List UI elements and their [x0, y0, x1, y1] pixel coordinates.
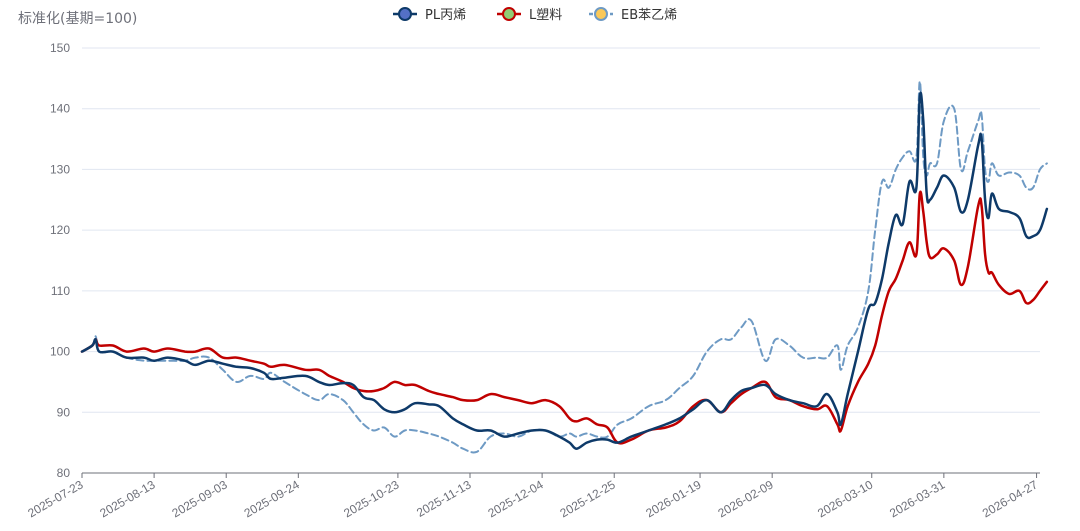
y-tick-label: 90 — [57, 405, 71, 419]
y-axis-ticks: 80 90 100 110 120 130 140 150 — [50, 41, 70, 480]
legend-label: PL丙烯 — [425, 8, 466, 23]
x-tick-label: 2025-07-23 — [25, 477, 85, 520]
y-tick-label: 140 — [50, 102, 70, 116]
x-tick-label: 2026-02-09 — [716, 477, 776, 520]
x-tick-label: 2025-09-24 — [242, 477, 302, 520]
legend-marker — [398, 7, 412, 21]
x-tick-label: 2026-03-31 — [887, 477, 947, 520]
x-tick-label: 2025-08-13 — [97, 477, 157, 520]
x-tick-label: 2026-04-27 — [980, 477, 1040, 520]
series-line-3 — [81, 80, 1048, 454]
x-tick-label: 2026-03-10 — [815, 477, 875, 520]
legend-item-2[interactable]: L塑料 — [497, 7, 562, 23]
series-line-2 — [80, 190, 1049, 445]
x-tick-label: 2025-12-04 — [485, 477, 545, 520]
x-tick-label: 2026-01-19 — [643, 477, 703, 520]
x-tick-label: 2025-10-23 — [341, 477, 401, 520]
y-tick-label: 150 — [50, 41, 70, 55]
y-tick-label: 110 — [51, 284, 70, 298]
legend-item-1[interactable]: PL丙烯 — [393, 7, 466, 23]
legend-label: EB苯乙烯 — [621, 8, 677, 23]
legend[interactable]: PL丙烯 L塑料 EB苯乙烯 — [393, 7, 677, 23]
x-axis: 2025-07-23 2025-08-13 2025-09-03 2025-09-24… — [25, 472, 1040, 520]
x-tick-label: 2025-11-13 — [414, 477, 474, 520]
legend-marker — [502, 7, 516, 21]
x-tick-label: 2025-12-25 — [558, 477, 618, 520]
y-axis-label: 标准化(基期=100) — [18, 10, 137, 27]
y-tick-label: 80 — [57, 466, 71, 480]
series-lines — [80, 80, 1049, 454]
legend-label: L塑料 — [529, 8, 562, 23]
x-tick-label: 2025-09-03 — [170, 477, 230, 520]
legend-marker — [594, 7, 608, 21]
y-tick-label: 130 — [50, 162, 70, 176]
legend-item-3[interactable]: EB苯乙烯 — [589, 7, 677, 23]
y-tick-label: 100 — [50, 345, 70, 359]
series-line-1 — [80, 91, 1049, 450]
y-tick-label: 120 — [50, 223, 70, 237]
